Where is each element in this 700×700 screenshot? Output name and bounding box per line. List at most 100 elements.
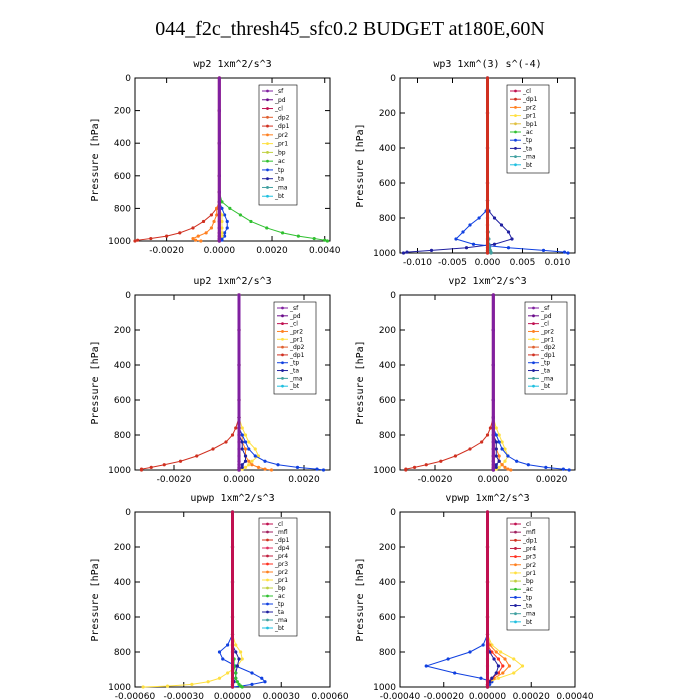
data-point-_tp	[526, 463, 530, 467]
legend-marker	[514, 97, 517, 101]
data-point-_ta	[464, 246, 469, 250]
data-point-_ac	[323, 238, 327, 242]
data-point-_sf	[237, 426, 241, 430]
legend-label: _pr2	[289, 328, 303, 335]
data-point-_pr1	[165, 684, 170, 688]
data-point-_pr1	[253, 447, 257, 451]
data-point-_ta	[429, 248, 434, 252]
data-point-_pr2	[506, 467, 510, 471]
data-point-_cl	[485, 664, 490, 668]
data-point-_pr1	[220, 213, 224, 217]
x-tick-label: 0.0000	[223, 475, 255, 485]
data-point-_sf	[491, 454, 495, 458]
panel-title: wp3 1xm^(3) s^(-4)	[433, 59, 541, 70]
y-tick-label: 200	[379, 543, 396, 553]
legend-label: _tp	[522, 137, 532, 144]
x-tick-label: 0.00000	[469, 692, 506, 700]
data-point-_pr2	[497, 454, 501, 458]
data-point-_dp1	[404, 468, 408, 472]
x-tick-label: -0.00060	[115, 692, 156, 700]
data-point-_pr1	[240, 426, 244, 430]
data-point-_tp	[477, 216, 481, 220]
data-point-_dp1	[149, 236, 153, 241]
data-point-_dp1	[485, 433, 490, 437]
legend-marker	[514, 620, 517, 624]
data-point-_pr1	[220, 226, 224, 230]
legend-marker	[266, 124, 269, 128]
y-tick-label: 0	[125, 74, 131, 84]
data-point-_pr2	[194, 238, 198, 242]
page-title: 044_f2c_thresh45_sfc0.2 BUDGET at180E,60…	[155, 18, 545, 40]
legend-marker	[281, 337, 284, 341]
y-tick-label: 800	[379, 648, 396, 658]
data-point-_cl	[230, 545, 235, 549]
data-point-_pr2	[503, 657, 507, 661]
data-point-_sf	[491, 447, 495, 451]
data-point-_dp1	[195, 454, 199, 458]
data-point-_tp	[506, 454, 510, 458]
legend-marker	[532, 369, 535, 372]
data-point-_dp1	[485, 242, 490, 246]
data-point-_tp	[506, 246, 511, 250]
legend-label: _sf	[274, 88, 284, 95]
data-point-_tp	[295, 465, 300, 469]
y-tick-label: 800	[114, 648, 131, 658]
data-point-_ac	[312, 236, 316, 241]
data-point-_cl	[485, 685, 490, 689]
data-point-_pr1	[243, 433, 248, 437]
data-point-_ac	[280, 231, 285, 235]
data-point-_ta	[494, 463, 498, 467]
data-point-_dp1	[201, 219, 206, 224]
data-point-_sf	[237, 459, 241, 463]
series-line-_pr2	[487, 512, 511, 687]
data-point-_tp	[321, 468, 326, 472]
data-point-_ta	[494, 454, 498, 458]
data-point-_cl	[485, 632, 490, 637]
legend-label: _dp2	[289, 344, 305, 351]
data-point-_dp1	[485, 251, 490, 255]
data-point-_dp1	[178, 231, 182, 235]
data-point-_cl	[485, 650, 490, 654]
data-point-_dp1	[485, 198, 490, 203]
data-point-_tp	[226, 643, 230, 647]
data-point-_dp1	[485, 209, 490, 213]
data-point-_cl	[230, 676, 235, 680]
legend-label: _bt	[522, 619, 533, 626]
data-point-_pr2	[204, 231, 208, 235]
legend-label: _ta	[522, 145, 532, 152]
chart-panel-4: upwp 1xm^2/s^3 Pressure [hPa] 0 200 400 600 80…	[90, 493, 349, 700]
legend-marker	[281, 322, 284, 326]
x-tick-label: 0.005	[510, 258, 536, 268]
data-point-_ta	[490, 676, 494, 680]
legend-label: _cl	[289, 321, 298, 328]
legend-label: _bp	[274, 585, 286, 592]
legend-label: _bp	[522, 578, 534, 585]
data-point-_dp1	[485, 237, 490, 241]
legend-marker	[514, 555, 517, 559]
data-point-_dp1	[178, 459, 183, 463]
y-axis-label: Pressure [hPa]	[90, 557, 101, 641]
plot-frame	[134, 294, 331, 471]
data-point-_ta	[401, 251, 406, 255]
legend-marker	[266, 522, 269, 526]
legend-label: _pr2	[540, 328, 554, 335]
y-axis-label: Pressure [hPa]	[90, 117, 101, 201]
legend-label: _ac	[522, 129, 533, 136]
data-point-_ac	[325, 239, 329, 243]
data-point-_tp	[315, 467, 319, 471]
data-point-_pr1	[520, 664, 525, 668]
legend-label: _ma	[289, 375, 303, 382]
legend-marker	[281, 353, 284, 357]
series-line-_pr1	[492, 295, 509, 471]
data-point-_sf	[217, 76, 221, 80]
data-point-_pr2	[507, 664, 511, 668]
legend-marker	[532, 306, 535, 310]
legend-marker	[532, 345, 535, 349]
plot-frame	[134, 77, 331, 242]
data-point-_cl	[230, 632, 235, 637]
data-point-_ta	[492, 216, 497, 220]
data-point-_pr2	[250, 463, 254, 467]
legend-marker	[532, 376, 535, 380]
data-point-_ta	[240, 447, 244, 451]
